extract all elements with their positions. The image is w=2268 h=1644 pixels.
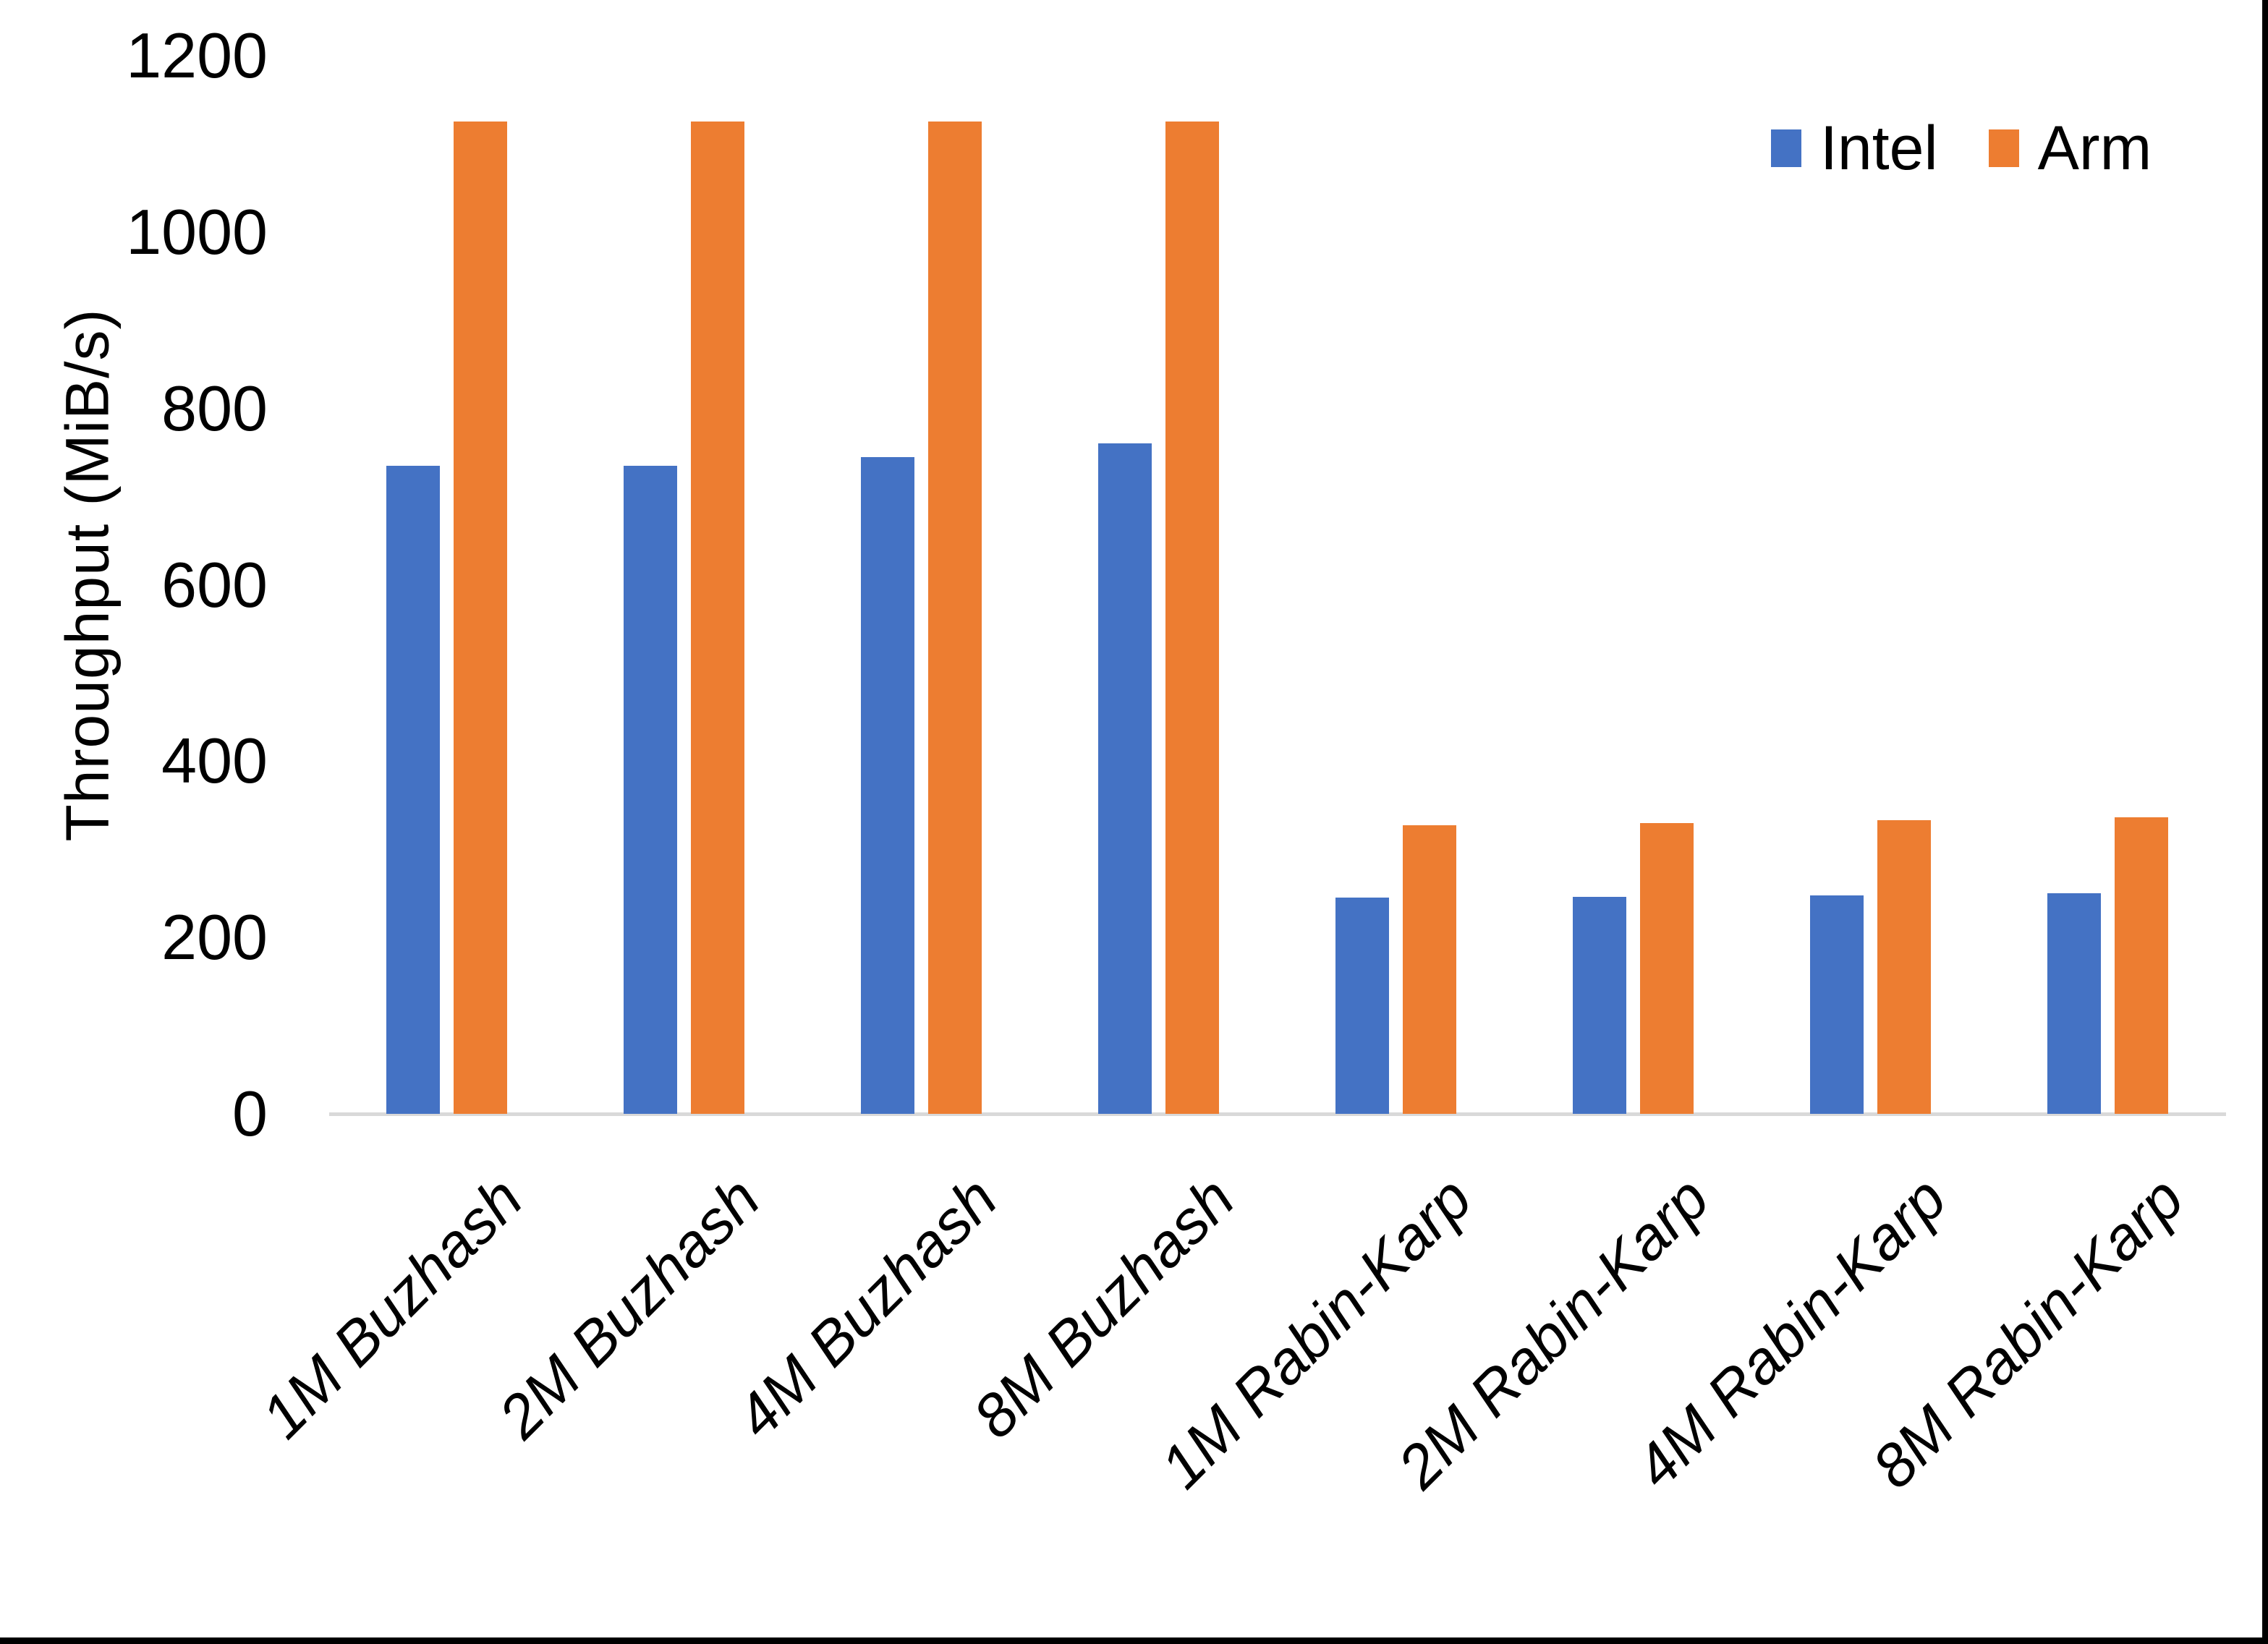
legend-label-arm: Arm bbox=[2037, 114, 2152, 183]
bar-arm-1m-rabin-karp bbox=[1403, 825, 1456, 1114]
y-tick-label-400: 400 bbox=[161, 725, 268, 796]
legend-label-intel: Intel bbox=[1820, 114, 1938, 183]
y-tick-label-1200: 1200 bbox=[126, 20, 268, 91]
legend-item-intel: Intel bbox=[1771, 117, 1938, 179]
x-category-label-4m-buzhash: 4M Buzhash bbox=[723, 1164, 1010, 1451]
x-category-label-2m-buzhash: 2M Buzhash bbox=[485, 1164, 773, 1451]
y-tick-label-600: 600 bbox=[161, 549, 268, 621]
bar-intel-4m-rabin-karp bbox=[1810, 895, 1864, 1114]
bar-intel-8m-rabin-karp bbox=[2047, 893, 2101, 1114]
y-tick-label-1000: 1000 bbox=[126, 196, 268, 268]
right-border-line bbox=[2262, 0, 2268, 1644]
bar-intel-8m-buzhash bbox=[1098, 443, 1152, 1114]
bar-arm-8m-buzhash bbox=[1165, 122, 1219, 1114]
x-category-label-1m-buzhash: 1M Buzhash bbox=[248, 1164, 535, 1451]
x-axis-line bbox=[329, 1112, 2226, 1116]
y-tick-label-800: 800 bbox=[161, 372, 268, 444]
x-category-label-4m-rabin-karp: 4M Rabin-Karp bbox=[1621, 1164, 1959, 1502]
x-category-label-8m-rabin-karp: 8M Rabin-Karp bbox=[1859, 1164, 2196, 1502]
legend: Intel Arm bbox=[1771, 117, 2152, 179]
bar-intel-2m-buzhash bbox=[624, 466, 677, 1114]
bar-arm-2m-rabin-karp bbox=[1640, 823, 1694, 1114]
bar-arm-4m-buzhash bbox=[928, 122, 982, 1114]
bottom-border-line bbox=[0, 1637, 2268, 1644]
x-category-label-2m-rabin-karp: 2M Rabin-Karp bbox=[1384, 1164, 1722, 1502]
legend-item-arm: Arm bbox=[1988, 114, 2152, 183]
bar-arm-4m-rabin-karp bbox=[1877, 820, 1931, 1114]
bar-intel-4m-buzhash bbox=[861, 457, 914, 1114]
bar-arm-1m-buzhash bbox=[454, 122, 507, 1114]
x-category-label-1m-rabin-karp: 1M Rabin-Karp bbox=[1147, 1164, 1485, 1502]
bar-arm-8m-rabin-karp bbox=[2115, 817, 2168, 1114]
y-tick-label-0: 0 bbox=[232, 1078, 268, 1149]
bar-intel-1m-rabin-karp bbox=[1335, 898, 1389, 1114]
bar-intel-1m-buzhash bbox=[386, 466, 440, 1114]
bar-arm-2m-buzhash bbox=[691, 122, 744, 1114]
bar-intel-2m-rabin-karp bbox=[1573, 897, 1626, 1114]
y-tick-label-200: 200 bbox=[161, 901, 268, 973]
legend-swatch-arm bbox=[1988, 129, 2019, 167]
x-category-label-8m-buzhash: 8M Buzhash bbox=[960, 1164, 1247, 1451]
legend-swatch-intel bbox=[1771, 129, 1801, 167]
